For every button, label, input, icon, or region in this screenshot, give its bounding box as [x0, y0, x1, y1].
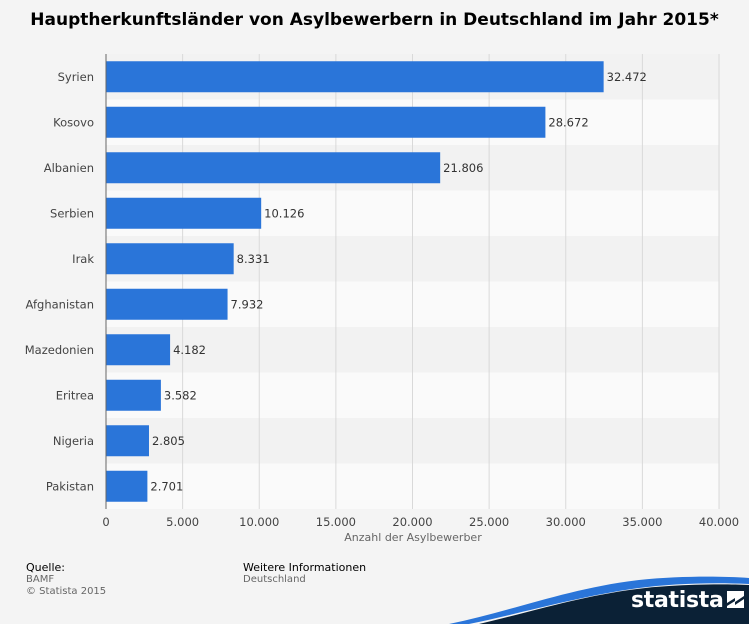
value-label: 7.932	[231, 297, 264, 311]
value-label: 32.472	[607, 70, 647, 84]
bar[interactable]	[106, 243, 234, 275]
source-heading: Quelle:	[26, 561, 65, 574]
value-label: 28.672	[548, 115, 588, 129]
bar-chart: Syrien Kosovo Albanien Serbien Irak Afghanist…	[25, 54, 739, 544]
category-label: Mazedonien	[25, 343, 94, 357]
value-label: 2.805	[152, 434, 185, 448]
category-label: Eritrea	[56, 388, 94, 402]
x-tick-label: 30.000	[546, 515, 586, 529]
x-tick-label: 40.000	[699, 515, 739, 529]
value-label: 3.582	[164, 388, 197, 402]
bar[interactable]	[106, 334, 171, 366]
statista-wordmark[interactable]: statista	[631, 588, 724, 613]
category-label: Pakistan	[46, 479, 94, 493]
brand-accent-swoosh	[449, 576, 749, 624]
statista-logo-icon	[727, 591, 744, 608]
x-tick-label: 10.000	[239, 515, 279, 529]
source-line-1: BAMF	[26, 574, 55, 585]
value-label: 8.331	[237, 252, 270, 266]
category-labels: Syrien Kosovo Albanien Serbien Irak Afghanist…	[25, 70, 95, 494]
bars	[106, 61, 604, 502]
category-label: Kosovo	[53, 115, 94, 129]
bar[interactable]	[106, 379, 161, 411]
value-labels: 32.472 28.672 21.806 10.126 8.331 7.932 4.182 3…	[150, 70, 646, 494]
info-heading[interactable]: Weitere Informationen	[243, 561, 367, 574]
chart-title: Hauptherkunftsländer von Asylbewerbern i…	[30, 10, 719, 30]
x-tick-labels: 0 5.000 10.000 15.000 20.000 25.000 30.000 35.0…	[102, 515, 739, 529]
info-line-1: Deutschland	[243, 574, 306, 585]
value-label: 4.182	[173, 343, 206, 357]
bar[interactable]	[106, 61, 604, 93]
value-label: 21.806	[443, 161, 483, 175]
value-label: 10.126	[264, 206, 304, 220]
x-tick-label: 5.000	[166, 515, 199, 529]
bar[interactable]	[106, 288, 228, 320]
bar[interactable]	[106, 106, 546, 138]
x-tick-label: 35.000	[622, 515, 662, 529]
brand-dark-swoosh	[479, 584, 749, 624]
x-axis-title: Anzahl der Asylbewerber	[344, 531, 482, 544]
x-tick-label: 0	[102, 515, 109, 529]
bar[interactable]	[106, 197, 262, 229]
bar[interactable]	[106, 470, 148, 502]
value-label: 2.701	[150, 479, 183, 493]
x-tick-label: 25.000	[469, 515, 509, 529]
x-tick-label: 20.000	[392, 515, 432, 529]
bar[interactable]	[106, 152, 441, 184]
category-label: Serbien	[50, 206, 94, 220]
category-label: Irak	[72, 252, 94, 266]
category-label: Albanien	[44, 161, 94, 175]
category-label: Afghanistan	[26, 297, 94, 311]
brand-banner	[449, 576, 749, 624]
x-tick-label: 15.000	[316, 515, 356, 529]
bar[interactable]	[106, 425, 149, 457]
source-line-2: © Statista 2015	[26, 586, 107, 597]
category-label: Nigeria	[53, 434, 94, 448]
category-label: Syrien	[58, 70, 94, 84]
